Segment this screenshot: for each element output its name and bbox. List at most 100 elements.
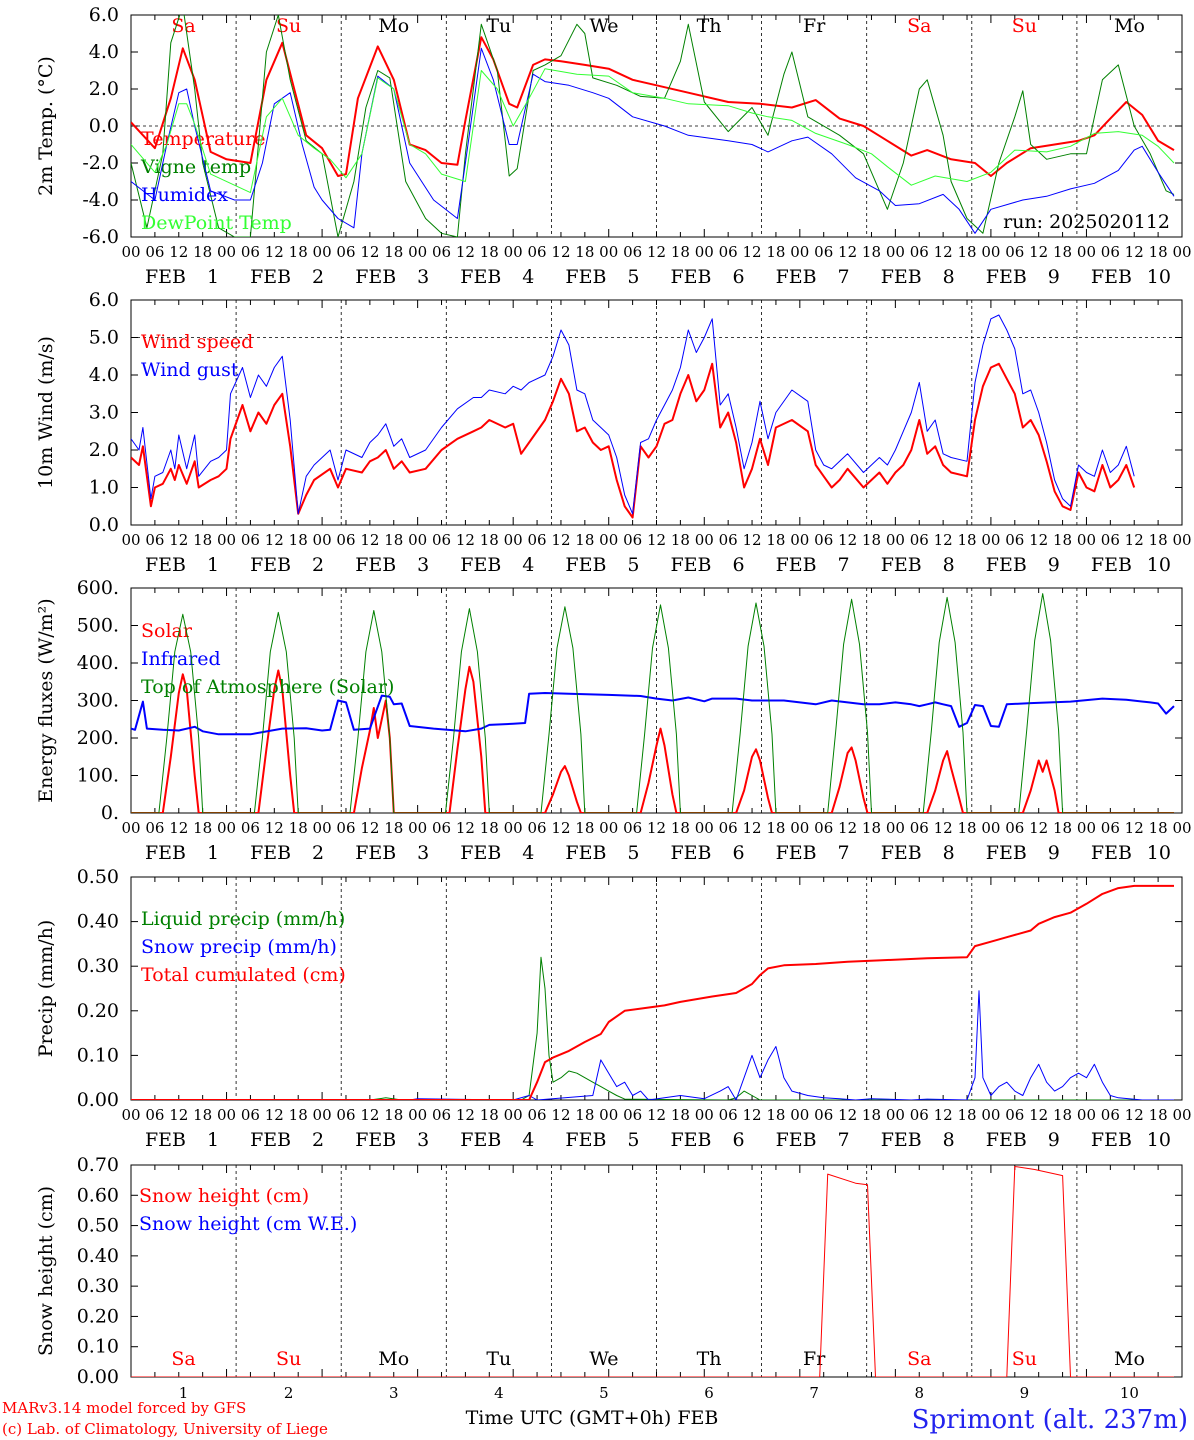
x-hour-label: 00	[313, 1106, 332, 1124]
x-hour-label: 00	[217, 531, 236, 549]
x-date-month: FEB	[671, 266, 712, 288]
x-hour-label: 06	[814, 1106, 833, 1124]
y-tick-label: 0.10	[77, 1336, 119, 1358]
x-hour-label: 00	[981, 243, 1000, 261]
x-hour-label: 06	[910, 819, 929, 837]
x-hour-label: 12	[169, 1106, 188, 1124]
x-hour-label: 06	[432, 531, 451, 549]
x-hour-label: 18	[862, 243, 881, 261]
x-date-day: 2	[312, 1129, 324, 1151]
x-hour-label: 12	[838, 1106, 857, 1124]
x-date-month: FEB	[776, 842, 817, 864]
x-hour-label: 18	[384, 531, 403, 549]
x-date-day: 4	[522, 554, 534, 576]
x-hour-label: 12	[551, 531, 570, 549]
series-line-snow-height-cm-	[131, 1166, 1174, 1377]
x-date-month: FEB	[145, 554, 186, 576]
x-date-day: 6	[732, 842, 744, 864]
x-hour-label: 12	[934, 1106, 953, 1124]
x-hour-label: 18	[957, 243, 976, 261]
legend-entry: Snow precip (mm/h)	[141, 936, 337, 958]
y-tick-label: -4.0	[82, 189, 119, 211]
x-hour-label: 18	[957, 531, 976, 549]
y-axis-label: 2m Temp. (°C)	[35, 56, 57, 196]
x-date-day: 3	[417, 1129, 429, 1151]
x-date-month: FEB	[671, 842, 712, 864]
y-tick-label: 0.40	[77, 911, 119, 933]
x-date-month: FEB	[145, 1129, 186, 1151]
legend-entry: Wind speed	[141, 331, 253, 353]
x-hour-label: 06	[910, 531, 929, 549]
y-tick-label: 0.40	[77, 1245, 119, 1267]
x-hour-label: 18	[766, 1106, 785, 1124]
plot-frame	[130, 587, 1183, 814]
x-hour-label: 00	[599, 531, 618, 549]
x-hour-label: 06	[719, 531, 738, 549]
y-tick-label: 0.50	[77, 866, 119, 888]
series-line-dewpoint-temp	[131, 68, 1175, 194]
x-hour-label: 00	[408, 531, 427, 549]
x-date-month: FEB	[145, 842, 186, 864]
y-tick-label: 500.	[77, 615, 119, 637]
x-hour-label: 18	[766, 819, 785, 837]
x-hour-label: 00	[121, 243, 140, 261]
x-date-month: FEB	[1091, 1129, 1132, 1151]
x-hour-label: 06	[1101, 1106, 1120, 1124]
panel-3: 600. 500. 400. 300. 200. 100. 0. Energy fluxes …	[35, 577, 1192, 864]
x-date-month: FEB	[881, 554, 922, 576]
x-hour-label: 06	[145, 243, 164, 261]
x-hour-label: 12	[742, 531, 761, 549]
x-hour-label: 18	[289, 819, 308, 837]
y-tick-label: 0.50	[77, 1215, 119, 1237]
x-date-day: 10	[1147, 1129, 1171, 1151]
x-date-month: FEB	[250, 842, 291, 864]
x-date-month: FEB	[881, 1129, 922, 1151]
y-tick-label: 2.0	[89, 439, 119, 461]
x-hour-label: 12	[1029, 819, 1048, 837]
x-hour-label: 00	[408, 819, 427, 837]
x-hour-label: 00	[886, 531, 905, 549]
x-date-day: 8	[943, 266, 955, 288]
x-hour-label: 12	[1125, 819, 1144, 837]
legend-entry: Top of Atmosphere (Solar)	[141, 676, 394, 698]
x-date-day: 7	[838, 266, 850, 288]
x-hour-label: 18	[575, 531, 594, 549]
x-hour-label: 06	[623, 531, 642, 549]
series-line-wind-speed	[131, 362, 1136, 519]
x-hour-label: 18	[384, 243, 403, 261]
x-hour-label: 06	[623, 243, 642, 261]
series-line-total-cumulated-cm-	[131, 884, 1174, 1100]
x-hour-label: 00	[408, 243, 427, 261]
x-hour-label: 00	[981, 531, 1000, 549]
x-hour-label: 12	[360, 243, 379, 261]
x-hour-label: 00	[599, 243, 618, 261]
x-date-day: 2	[312, 842, 324, 864]
x-date-day: 2	[312, 554, 324, 576]
y-axis-label: Precip (mm/h)	[35, 920, 57, 1058]
day-name-label: Mo	[378, 1348, 409, 1370]
x-hour-label: 18	[575, 243, 594, 261]
x-hour-label: 18	[862, 1106, 881, 1124]
model-credit: MARv3.14 model forced by GFS	[2, 1399, 246, 1417]
x-date-day: 5	[627, 266, 639, 288]
x-hour-label: 12	[742, 243, 761, 261]
x-hour-label: 06	[432, 1106, 451, 1124]
x-hour-label: 12	[934, 819, 953, 837]
x-date-day: 3	[417, 842, 429, 864]
x-hour-label: 00	[121, 531, 140, 549]
x-hour-label: 12	[360, 531, 379, 549]
x-date-month: FEB	[355, 842, 396, 864]
y-axis-label: Snow height (cm)	[35, 1186, 57, 1356]
x-hour-label: 18	[1149, 243, 1168, 261]
x-date-month: FEB	[355, 554, 396, 576]
x-date-month: FEB	[565, 554, 606, 576]
x-hour-label: 06	[528, 1106, 547, 1124]
x-hour-label: 12	[265, 1106, 284, 1124]
x-date-month: FEB	[460, 554, 501, 576]
x-hour-label: 18	[289, 531, 308, 549]
day-name-label: Su	[1012, 1348, 1037, 1370]
day-name-label: Th	[697, 1348, 722, 1370]
bottom-day-label: 6	[704, 1384, 714, 1402]
x-date-day: 8	[943, 1129, 955, 1151]
